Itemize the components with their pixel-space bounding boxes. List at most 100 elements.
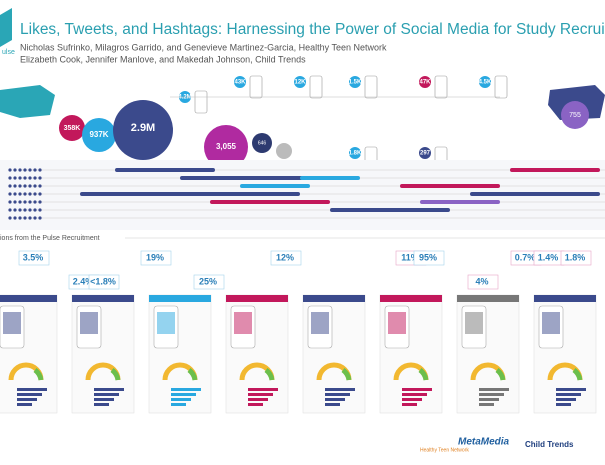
mini-bar xyxy=(325,403,340,406)
mini-bar xyxy=(479,388,509,391)
bubble xyxy=(82,118,116,152)
mini-bar xyxy=(248,398,268,401)
dot xyxy=(33,200,37,204)
stat-value: 1.8% xyxy=(565,252,586,262)
bubble-label: 755 xyxy=(569,112,581,119)
flow-circle xyxy=(349,147,361,159)
timeline xyxy=(8,168,605,220)
dot xyxy=(33,176,37,180)
flow-row: 4.2M 43K 12K 1.5K 1.8K 47K 4.5K 297 xyxy=(170,75,508,170)
dot xyxy=(18,208,22,212)
dot xyxy=(8,200,12,204)
dot xyxy=(38,184,42,188)
dot xyxy=(38,208,42,212)
dot xyxy=(28,200,32,204)
dot xyxy=(23,208,27,212)
dot xyxy=(28,184,32,188)
phone xyxy=(249,75,263,99)
panel-header xyxy=(226,295,288,302)
stat-value: 2.4% xyxy=(73,276,94,286)
stat-value: 3.5% xyxy=(23,252,44,262)
dot xyxy=(18,168,22,172)
dot xyxy=(13,208,17,212)
dot xyxy=(38,168,42,172)
gauge-tail xyxy=(110,367,121,381)
screen xyxy=(542,312,560,334)
mini-bar xyxy=(402,403,417,406)
bubble xyxy=(252,133,272,153)
dot xyxy=(13,176,17,180)
logo-text: Healthy Teen Network xyxy=(420,447,469,453)
phone xyxy=(194,90,208,114)
stat-box xyxy=(18,250,50,266)
dot xyxy=(23,168,27,172)
bubble xyxy=(561,101,589,129)
screen xyxy=(388,312,406,334)
timeline-bar xyxy=(400,184,500,188)
map xyxy=(0,85,55,118)
flow-count: 1.8K xyxy=(349,151,362,157)
dot xyxy=(33,184,37,188)
timeline-bar xyxy=(210,200,330,204)
panel-header xyxy=(457,295,519,302)
dot xyxy=(13,192,17,196)
timeline-bar xyxy=(300,176,360,180)
dot xyxy=(8,168,12,172)
stat-box xyxy=(140,250,172,266)
flow-circle xyxy=(419,147,431,159)
logo-text: Child Trends xyxy=(525,440,574,449)
authors: Nicholas Sufrinko, Milagros Garrido, and… xyxy=(20,42,387,52)
timeline-bar xyxy=(115,168,215,172)
phone xyxy=(494,75,508,99)
panel-header xyxy=(72,295,134,302)
screen xyxy=(157,312,175,334)
mini-bar xyxy=(248,403,263,406)
mini-bar xyxy=(325,393,350,396)
mini-bar xyxy=(556,388,586,391)
stat-box xyxy=(193,274,225,290)
dot xyxy=(18,192,22,196)
dot xyxy=(18,200,22,204)
dot xyxy=(13,200,17,204)
bubble-label: 646 xyxy=(258,140,267,146)
mini-bar xyxy=(94,398,114,401)
dot xyxy=(23,200,27,204)
dot xyxy=(33,216,37,220)
dot xyxy=(28,208,32,212)
bubble xyxy=(276,143,292,159)
flow-count: 12K xyxy=(294,80,306,86)
dot xyxy=(8,176,12,180)
phone xyxy=(364,75,378,99)
dot xyxy=(33,192,37,196)
stat-box xyxy=(560,250,592,266)
flow-count: 4.2M xyxy=(178,95,191,101)
logo-hex xyxy=(0,8,12,47)
dot xyxy=(8,192,12,196)
dot xyxy=(8,184,12,188)
stat-value: 12% xyxy=(276,252,294,262)
phone xyxy=(309,75,323,99)
gauge-tail xyxy=(495,367,506,381)
mini-bar xyxy=(17,403,32,406)
mini-bar xyxy=(402,388,432,391)
bubble-label: 3,055 xyxy=(216,142,237,151)
mini-bar xyxy=(479,398,499,401)
timeline-bar xyxy=(510,168,600,172)
stat-box xyxy=(413,250,445,266)
panel-header xyxy=(380,295,442,302)
bubble-label: 358K xyxy=(64,125,81,132)
mini-bar xyxy=(248,388,278,391)
timeline-bar xyxy=(240,184,310,188)
timeline-bar xyxy=(80,192,300,196)
mini-bar xyxy=(171,393,196,396)
mini-bar xyxy=(17,388,47,391)
flow-circle xyxy=(479,76,491,88)
mini-bar xyxy=(479,393,504,396)
mini-bar xyxy=(248,393,273,396)
panel-header xyxy=(534,295,596,302)
mini-bar xyxy=(171,388,201,391)
logo-text: MetaMedia xyxy=(458,437,510,448)
mini-bar xyxy=(325,388,355,391)
mini-bar xyxy=(94,388,124,391)
